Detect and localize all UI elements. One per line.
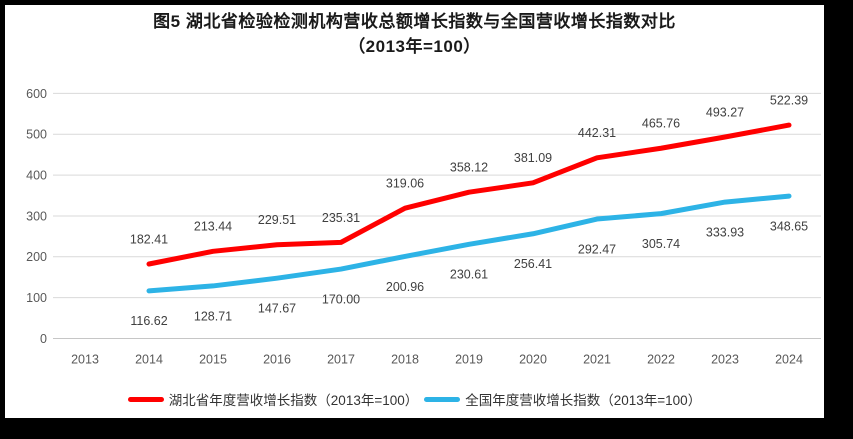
y-axis-tick-label: 500 [26, 128, 47, 142]
data-label: 235.31 [322, 211, 360, 225]
data-label: 147.67 [258, 302, 296, 316]
x-axis-tick-label: 2017 [327, 352, 355, 366]
y-axis-tick-label: 400 [26, 168, 47, 182]
x-axis-tick-label: 2019 [455, 352, 483, 366]
legend: 湖北省年度营收增长指数（2013年=100） 全国年度营收增长指数（2013年=… [5, 389, 824, 409]
data-label: 381.09 [514, 151, 552, 165]
data-label: 128.71 [194, 309, 232, 323]
x-axis-tick-label: 2021 [583, 352, 611, 366]
chart-canvas: 0 100 200 300 400 500 600 2013 2014 2015 2016 2017 2… [5, 5, 824, 418]
y-axis-tick-label: 0 [40, 332, 47, 346]
data-label: 358.12 [450, 161, 488, 175]
series-line-0 [146, 122, 792, 267]
data-label: 442.31 [578, 126, 616, 140]
data-label: 465.76 [642, 117, 680, 131]
data-label: 305.74 [642, 237, 680, 251]
x-axis-tick-label: 2014 [135, 352, 163, 366]
y-axis-tick-label: 600 [26, 87, 47, 101]
legend-label-hubei: 湖北省年度营收增长指数（2013年=100） [168, 393, 419, 408]
y-axis-tick-label: 200 [26, 250, 47, 264]
y-axis-tick-label: 300 [26, 209, 47, 223]
data-label: 319.06 [386, 177, 424, 191]
data-label: 522.39 [770, 93, 808, 107]
data-label: 116.62 [130, 314, 167, 328]
x-axis-tick-label: 2016 [263, 352, 291, 366]
x-axis-tick-label: 2013 [71, 352, 99, 366]
x-axis-tick-label: 2023 [711, 352, 739, 366]
data-label: 292.47 [578, 242, 616, 256]
data-label: 333.93 [706, 225, 744, 239]
legend-item-hubei: 湖北省年度营收增长指数（2013年=100） [127, 389, 419, 409]
legend-item-national: 全国年度营收增长指数（2013年=100） [424, 389, 701, 409]
data-label: 170.00 [322, 292, 360, 306]
x-axis-tick-label: 2018 [391, 352, 419, 366]
plot-area: 0 100 200 300 400 500 600 2013 2014 2015 2016 2017 2… [26, 87, 821, 366]
legend-swatch-hubei [127, 396, 164, 402]
series-line-1 [146, 193, 792, 294]
data-label: 200.96 [386, 280, 424, 294]
legend-label-national: 全国年度营收增长指数（2013年=100） [465, 393, 702, 408]
legend-swatch-national [424, 396, 461, 402]
y-axis-tick-label: 100 [26, 291, 47, 305]
data-label: 256.41 [514, 257, 552, 271]
data-label: 230.61 [450, 268, 488, 282]
data-label: 348.65 [770, 219, 808, 233]
chart-subtitle: （2013年=100） [348, 36, 481, 56]
x-axis-tick-label: 2020 [519, 352, 547, 366]
x-axis-tick-label: 2024 [775, 352, 803, 366]
chart-title-block: 图5 湖北省检验检测机构营收总额增长指数与全国营收增长指数对比 （2013年=1… [5, 10, 824, 59]
x-axis-tick-label: 2015 [199, 352, 227, 366]
data-label: 213.44 [194, 220, 232, 234]
data-label: 493.27 [706, 105, 744, 119]
data-label: 182.41 [130, 232, 168, 246]
data-label: 229.51 [258, 213, 296, 227]
x-axis-tick-label: 2022 [647, 352, 675, 366]
chart-title: 图5 湖北省检验检测机构营收总额增长指数与全国营收增长指数对比 [153, 12, 676, 31]
